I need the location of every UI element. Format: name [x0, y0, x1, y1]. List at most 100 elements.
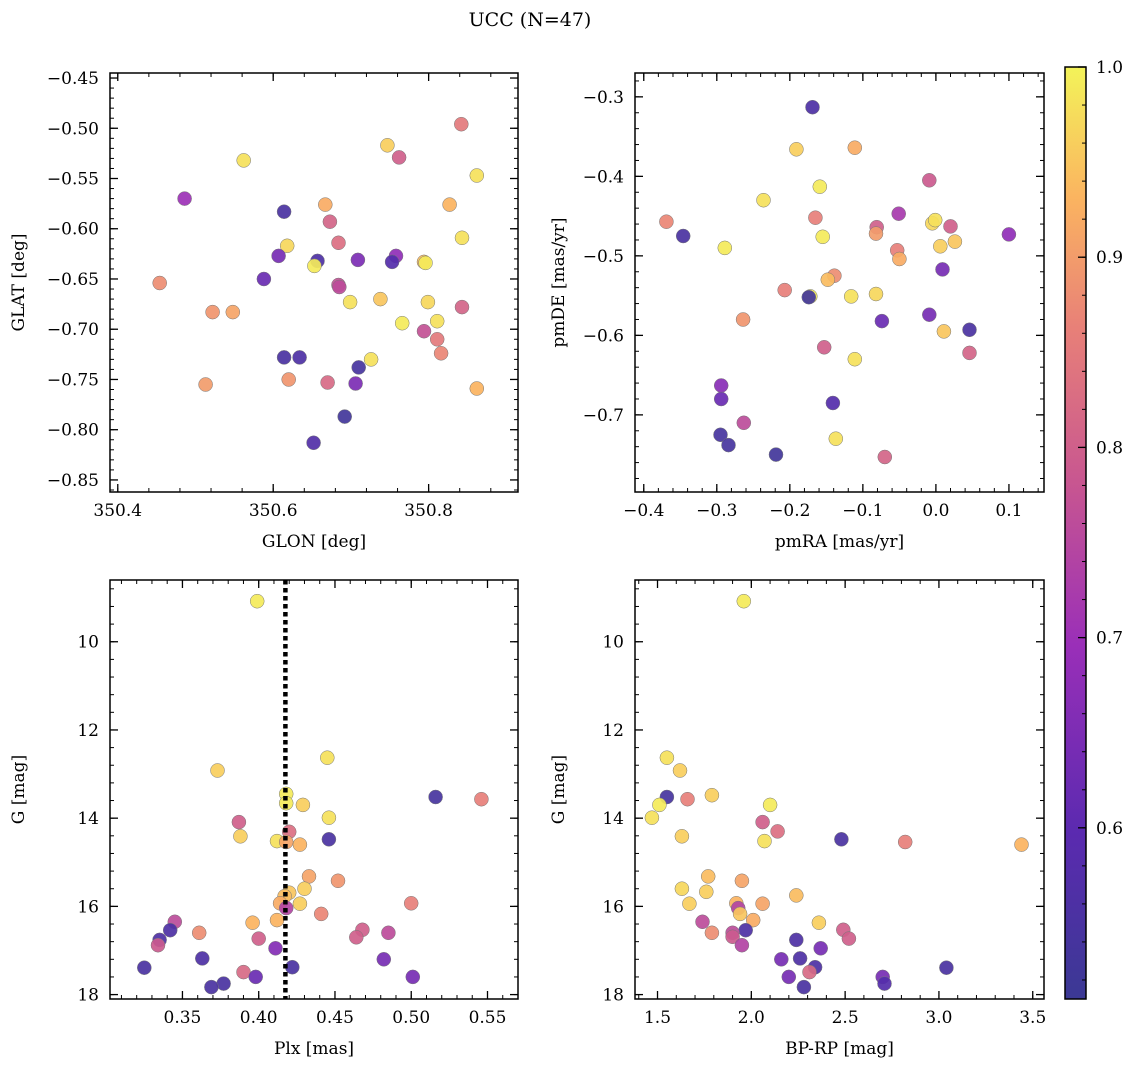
data-point [939, 960, 954, 975]
data-point [376, 952, 392, 967]
y-axis-label: G [mag] [9, 755, 29, 824]
data-point [292, 350, 307, 365]
y-tick-label: 14 [77, 809, 99, 829]
data-point [675, 228, 691, 244]
y-tick-label: −0.55 [47, 170, 99, 190]
colorbar-tick-label: 0.9 [1096, 248, 1123, 268]
data-point [704, 925, 720, 941]
data-point [349, 930, 364, 945]
data-point [789, 888, 804, 903]
data-point [405, 969, 421, 985]
data-point [351, 360, 366, 375]
data-point [805, 99, 820, 115]
data-point [177, 191, 192, 206]
data-point [394, 315, 410, 331]
data-point [152, 275, 167, 291]
data-point [454, 230, 470, 246]
x-tick-label: 2.0 [738, 1008, 765, 1028]
data-point [815, 229, 830, 245]
x-axis-label: BP-RP [mag] [785, 1039, 894, 1059]
data-point [231, 814, 247, 830]
data-point [755, 896, 770, 911]
data-point [680, 791, 695, 807]
data-point [933, 239, 948, 254]
data-point [847, 351, 863, 367]
data-point [802, 964, 817, 980]
data-point [330, 873, 346, 889]
data-point [420, 294, 436, 310]
data-point [757, 833, 772, 849]
y-tick-label: −0.7 [583, 406, 624, 426]
data-point [738, 922, 753, 938]
figure-title: UCC (N=47) [469, 9, 592, 31]
data-point [321, 810, 337, 825]
axes-frame [634, 579, 1045, 1000]
data-point [416, 323, 432, 339]
data-point [897, 834, 913, 850]
y-tick-label: −0.50 [47, 119, 99, 139]
x-tick-label: 350.8 [404, 501, 453, 521]
colorbar-tick-label: 0.7 [1096, 629, 1123, 649]
data-point [808, 210, 823, 225]
data-point [429, 313, 445, 329]
data-point [700, 869, 716, 884]
data-point [233, 829, 248, 844]
data-point [927, 212, 943, 228]
bprp-g-panel: 1.5 2.0 2.5 3.0 3.5 10 12 14 16 18 BP-RP [mag] G [m… [549, 579, 1046, 1059]
data-point [380, 138, 395, 153]
y-tick-label: 16 [77, 897, 99, 917]
data-point [843, 289, 859, 304]
data-point [256, 271, 272, 287]
data-point [342, 294, 358, 310]
y-tick-label: 14 [602, 809, 624, 829]
data-point [381, 925, 396, 941]
data-point [943, 219, 958, 234]
data-point [418, 255, 433, 271]
data-point [276, 350, 292, 365]
colorbar-tick-label: 0.6 [1096, 819, 1123, 839]
y-axis-label: pmDE [mas/yr] [549, 217, 569, 347]
x-tick-label: 2.5 [832, 1008, 859, 1028]
data-point [717, 240, 733, 256]
y-tick-label: −0.6 [583, 326, 624, 346]
data-point [295, 797, 311, 813]
data-point [713, 378, 729, 393]
data-point [236, 964, 251, 980]
data-point [811, 915, 827, 930]
x-tick-label: 0.35 [164, 1008, 202, 1028]
data-point [699, 884, 714, 900]
y-axis-label: GLAT [deg] [9, 233, 29, 331]
data-point [892, 251, 907, 267]
y-tick-label: 12 [77, 721, 99, 741]
y-tick-label: 18 [77, 986, 99, 1006]
x-axis-label: pmRA [mas/yr] [775, 532, 904, 552]
data-point [644, 810, 660, 825]
x-tick-label: 3.0 [925, 1008, 952, 1028]
data-point [268, 941, 283, 956]
data-point [350, 252, 366, 268]
data-point [320, 750, 335, 765]
data-point [762, 797, 778, 813]
data-point [770, 824, 785, 839]
data-point [777, 282, 792, 298]
data-point [721, 437, 736, 453]
data-point [789, 142, 804, 157]
y-tick-label: −0.60 [47, 220, 99, 240]
x-axis-label: GLON [deg] [262, 532, 366, 552]
data-point [225, 304, 241, 320]
data-point [825, 395, 841, 411]
data-point [137, 960, 152, 975]
data-point [454, 116, 469, 132]
data-point [433, 346, 449, 361]
data-point [391, 150, 407, 165]
data-point [734, 873, 750, 889]
data-point [195, 951, 210, 966]
y-tick-label: −0.65 [47, 270, 99, 290]
data-point [947, 234, 963, 249]
data-point [756, 192, 771, 208]
data-point [674, 881, 690, 896]
data-point [1001, 227, 1017, 242]
scatter-points [137, 593, 489, 995]
y-tick-label: −0.75 [47, 370, 99, 390]
